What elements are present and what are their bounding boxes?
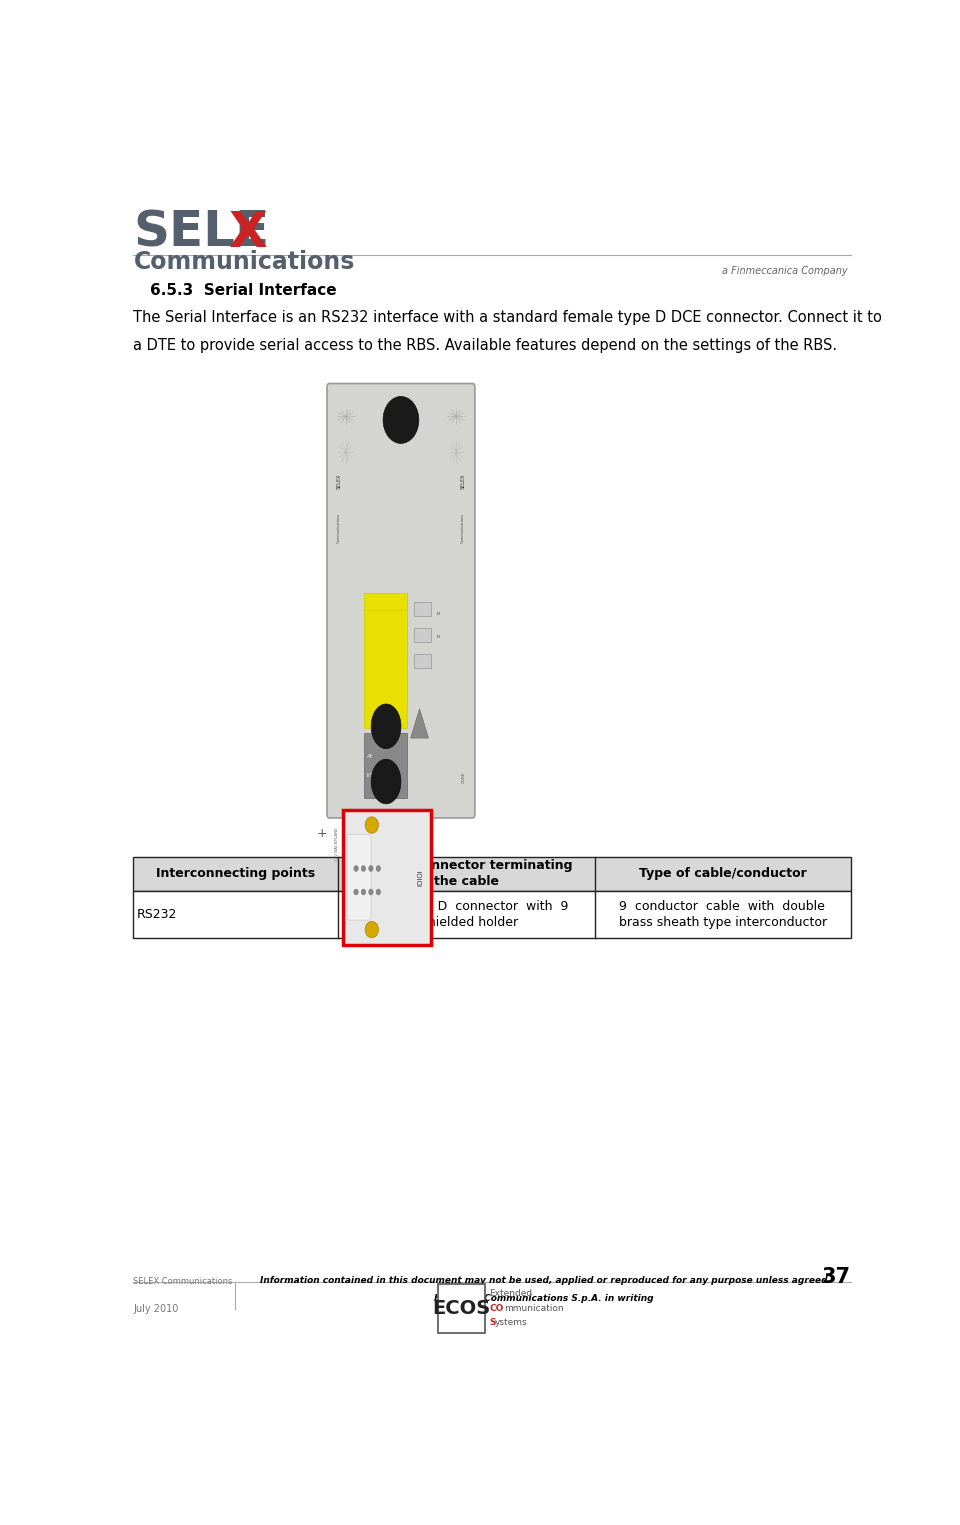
FancyBboxPatch shape [364, 734, 407, 798]
Text: Male  type  D  connector  with  9
pins and shielded holder: Male type D connector with 9 pins and sh… [364, 900, 568, 929]
Text: IOIOI: IOIOI [418, 869, 423, 886]
Text: by SELEX Communications S.p.A. in writing: by SELEX Communications S.p.A. in writin… [434, 1295, 654, 1304]
FancyBboxPatch shape [327, 383, 475, 817]
Ellipse shape [365, 921, 378, 938]
Text: Serial Interface: Serial Interface [514, 871, 619, 884]
Text: 9  conductor  cable  with  double
brass sheath type interconductor: 9 conductor cable with double brass shea… [618, 900, 827, 929]
Text: The Serial Interface is an RS232 interface with a standard female type D DCE con: The Serial Interface is an RS232 interfa… [133, 310, 882, 325]
Text: Communications: Communications [461, 512, 465, 543]
FancyBboxPatch shape [415, 602, 431, 616]
Text: CO: CO [489, 1304, 503, 1313]
Text: AF: AF [367, 753, 373, 758]
Text: ystems: ystems [495, 1318, 528, 1327]
Text: I: I [320, 915, 324, 927]
Polygon shape [411, 709, 428, 738]
Text: Type of cable/conductor: Type of cable/conductor [638, 868, 806, 880]
Ellipse shape [369, 866, 373, 871]
Text: Type of connector terminating
the cable: Type of connector terminating the cable [360, 859, 572, 888]
Text: SELEX Communications: SELEX Communications [133, 1276, 232, 1286]
Text: SELEX: SELEX [461, 473, 466, 488]
FancyBboxPatch shape [415, 654, 431, 668]
Text: a DTE to provide serial access to the RBS. Available features depend on the sett: a DTE to provide serial access to the RB… [133, 339, 837, 352]
Text: Communications: Communications [337, 512, 341, 543]
FancyBboxPatch shape [415, 628, 431, 642]
Ellipse shape [376, 889, 380, 895]
Text: 12V BACKPLANE: 12V BACKPLANE [335, 828, 339, 862]
FancyBboxPatch shape [133, 891, 851, 938]
Text: 37: 37 [822, 1267, 851, 1287]
Ellipse shape [361, 866, 366, 871]
FancyBboxPatch shape [133, 857, 851, 891]
Text: Information contained in this document may not be used, applied or reproduced fo: Information contained in this document m… [260, 1276, 828, 1284]
Text: X: X [228, 209, 266, 256]
FancyBboxPatch shape [343, 810, 431, 946]
Text: mmunication: mmunication [504, 1304, 564, 1313]
Ellipse shape [372, 705, 401, 749]
Text: SELE: SELE [133, 209, 270, 256]
Text: July 2010: July 2010 [133, 1304, 179, 1313]
Ellipse shape [383, 396, 419, 444]
FancyBboxPatch shape [439, 1284, 485, 1333]
FancyBboxPatch shape [364, 593, 407, 727]
Ellipse shape [361, 889, 366, 895]
Text: ECOS: ECOS [432, 1299, 491, 1318]
Text: Extended: Extended [489, 1290, 532, 1298]
Text: S: S [489, 1318, 495, 1327]
Text: I/O: I/O [367, 773, 374, 778]
Ellipse shape [354, 866, 358, 871]
Ellipse shape [372, 759, 401, 804]
Ellipse shape [369, 889, 373, 895]
Ellipse shape [365, 817, 378, 833]
Text: +: + [317, 827, 327, 840]
FancyBboxPatch shape [348, 834, 372, 920]
Text: a Finmeccanica Company: a Finmeccanica Company [722, 267, 848, 276]
Text: SELEX: SELEX [336, 473, 342, 488]
Text: D: D [437, 612, 440, 616]
Text: 6.5.3  Serial Interface: 6.5.3 Serial Interface [150, 282, 336, 297]
Ellipse shape [376, 866, 380, 871]
Text: D: D [437, 636, 440, 639]
Ellipse shape [354, 889, 358, 895]
Text: Communications: Communications [133, 250, 355, 274]
Text: Interconnecting points: Interconnecting points [156, 868, 315, 880]
Text: CORE: CORE [462, 772, 466, 782]
Text: RS232: RS232 [137, 907, 178, 921]
